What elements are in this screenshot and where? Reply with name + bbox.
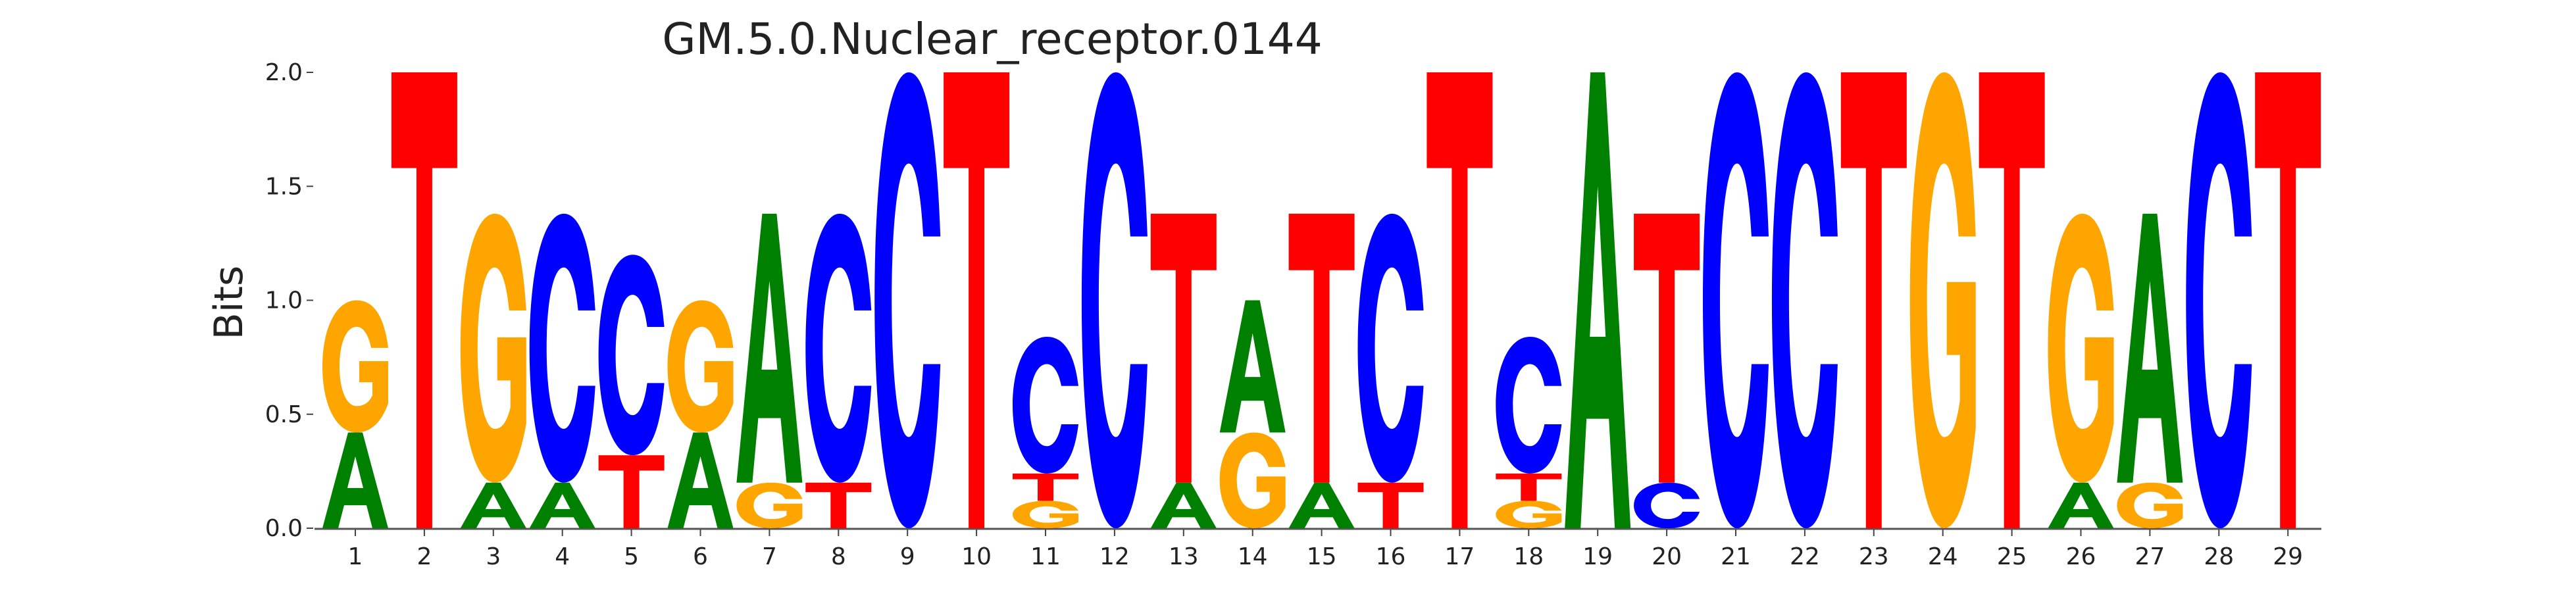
x-axis: 1 2 3 4 5 6 7 8 9 10 11 12 13 14 15 16 17 18 19 20 21 22 23 24 2… (315, 528, 2321, 570)
letter-A-pos-6 (667, 432, 734, 528)
y-tick-label: 0.5 (265, 401, 303, 428)
x-tick-label: 21 (1721, 543, 1751, 570)
x-tick-label: 12 (1099, 543, 1130, 570)
y-axis: 0.0 0.5 1.0 1.5 2.0 (265, 59, 313, 542)
letter-T-pos-23 (1840, 72, 1907, 528)
letter-C-pos-11 (1013, 336, 1078, 474)
x-tick-label: 10 (961, 543, 992, 570)
letter-G-pos-11 (1013, 501, 1078, 528)
x-tick-label: 20 (1652, 543, 1682, 570)
letter-T-pos-15 (1288, 213, 1355, 483)
x-tick-label: 5 (624, 543, 639, 570)
letter-A-pos-26 (2048, 482, 2114, 528)
letter-A-pos-1 (322, 432, 388, 528)
letter-G-pos-6 (667, 300, 734, 433)
logo-letters (322, 72, 2321, 528)
x-tick-label: 23 (1859, 543, 1889, 570)
x-tick-label: 27 (2134, 543, 2165, 570)
letter-C-pos-18 (1496, 336, 1562, 474)
letter-C-pos-16 (1357, 213, 1424, 483)
x-tick-label: 4 (555, 543, 570, 570)
x-tick-label: 17 (1444, 543, 1475, 570)
letter-A-pos-13 (1150, 482, 1217, 528)
letter-A-pos-15 (1288, 482, 1355, 528)
letter-C-pos-22 (1771, 72, 1838, 528)
letter-A-pos-19 (1565, 72, 1631, 528)
letter-G-pos-18 (1496, 501, 1562, 528)
letter-T-pos-8 (805, 482, 872, 528)
letter-T-pos-10 (944, 72, 1010, 528)
x-tick-label: 2 (417, 543, 432, 570)
letter-T-pos-29 (2255, 72, 2321, 528)
x-tick-label: 6 (693, 543, 708, 570)
letter-C-pos-5 (598, 255, 665, 456)
x-tick-label: 13 (1169, 543, 1199, 570)
x-tick-label: 9 (900, 543, 915, 570)
letter-C-pos-20 (1634, 482, 1700, 528)
x-tick-label: 18 (1513, 543, 1544, 570)
letter-G-pos-3 (460, 213, 526, 483)
y-tick-label: 0.0 (265, 515, 303, 542)
letter-A-pos-3 (460, 482, 526, 528)
letter-C-pos-21 (1703, 72, 1769, 528)
letter-G-pos-24 (1909, 72, 1976, 528)
letter-A-pos-7 (736, 213, 803, 483)
letter-G-pos-26 (2048, 213, 2114, 483)
y-tick-label: 1.0 (265, 287, 303, 314)
letter-C-pos-8 (805, 213, 872, 483)
letter-C-pos-28 (2186, 72, 2252, 528)
x-tick-label: 8 (831, 543, 846, 570)
letter-T-pos-16 (1357, 482, 1424, 528)
letter-A-pos-27 (2117, 213, 2183, 483)
y-tick-label: 1.5 (265, 173, 303, 200)
x-tick-label: 24 (1928, 543, 1958, 570)
letter-C-pos-9 (874, 72, 941, 528)
y-tick-label: 2.0 (265, 59, 303, 86)
letter-G-pos-7 (736, 482, 803, 528)
x-tick-label: 19 (1582, 543, 1613, 570)
x-tick-label: 11 (1030, 543, 1061, 570)
letter-T-pos-18 (1496, 473, 1562, 501)
x-tick-label: 15 (1307, 543, 1337, 570)
letter-T-pos-11 (1013, 473, 1078, 501)
x-tick-label: 26 (2066, 543, 2096, 570)
x-tick-label: 3 (486, 543, 501, 570)
chart-title: GM.5.0.Nuclear_receptor.0144 (662, 14, 1322, 64)
letter-T-pos-25 (1979, 72, 2045, 528)
letter-C-pos-4 (529, 213, 595, 483)
x-tick-label: 25 (1997, 543, 2027, 570)
letter-G-pos-27 (2117, 482, 2183, 528)
x-tick-label: 28 (2204, 543, 2234, 570)
letter-A-pos-14 (1219, 300, 1286, 433)
letter-C-pos-12 (1081, 72, 1148, 528)
letter-T-pos-5 (598, 455, 665, 528)
letter-T-pos-20 (1634, 213, 1700, 483)
x-tick-label: 1 (348, 543, 363, 570)
y-axis-title: Bits (206, 266, 252, 340)
letter-T-pos-2 (391, 72, 457, 528)
x-tick-label: 29 (2273, 543, 2303, 570)
x-tick-label: 16 (1376, 543, 1406, 570)
x-tick-label: 7 (762, 543, 777, 570)
letter-T-pos-17 (1427, 72, 1493, 528)
letter-G-pos-1 (322, 300, 388, 433)
letter-A-pos-4 (529, 482, 595, 528)
x-tick-label: 22 (1790, 543, 1820, 570)
letter-G-pos-14 (1219, 432, 1286, 528)
letter-T-pos-13 (1150, 213, 1217, 483)
x-tick-label: 14 (1238, 543, 1268, 570)
